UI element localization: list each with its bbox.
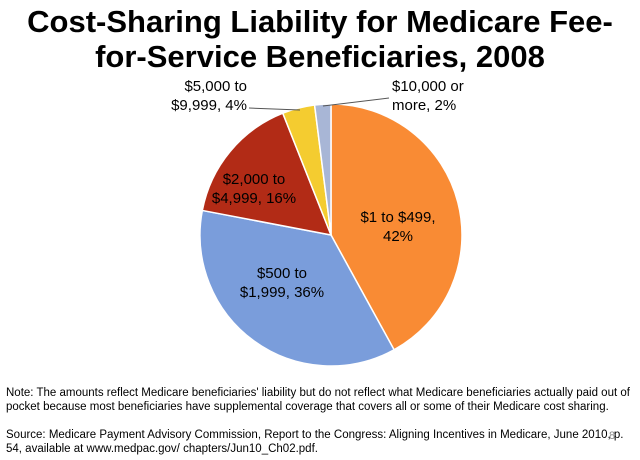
slice-label-line-1: $500 to (257, 265, 307, 282)
slice-label-line-1: $1 to $499, (360, 209, 435, 226)
slice-label: $1 to $499, 42% (360, 209, 435, 245)
slice-label: $5,000 to $9,999, 4% (171, 78, 247, 114)
pie-slice (313, 103, 332, 236)
pie-slice (201, 112, 333, 236)
chart-title-line-1: Cost-Sharing Liability for Medicare Fee- (27, 4, 613, 39)
page-number: 8 (609, 430, 616, 442)
chart-title: Cost-Sharing Liability for Medicare Fee-… (0, 4, 640, 74)
pie-slice (330, 103, 463, 351)
slice-label-line-1: $2,000 to (223, 171, 286, 188)
slice-label-line-2: 42% (383, 228, 413, 245)
slice-label: $500 to $1,999, 36% (240, 265, 324, 301)
leader-line (322, 97, 390, 107)
slice-label-line-1: $10,000 or (392, 78, 464, 95)
slice-label-line-1: $5,000 to (184, 78, 247, 95)
slice-label-line-2: more, 2% (392, 97, 456, 114)
source-citation: Source: Medicare Payment Advisory Commis… (6, 429, 624, 455)
slice-label: $10,000 or more, 2% (392, 78, 464, 114)
slice-label-line-2: $4,999, 16% (212, 190, 296, 207)
slice-label-line-2: $9,999, 4% (171, 97, 247, 114)
pie-chart: $1 to $499, 42% $500 to $1,999, 36% $2,000 t… (171, 78, 464, 367)
leader-line (248, 107, 301, 111)
pie-slice (199, 209, 396, 367)
slice-label: $2,000 to $4,999, 16% (212, 171, 296, 207)
chart-title-line-2: for-Service Beneficiaries, 2008 (95, 39, 545, 74)
slice-label-line-2: $1,999, 36% (240, 284, 324, 301)
footnote: Note: The amounts reflect Medicare benef… (6, 387, 630, 413)
